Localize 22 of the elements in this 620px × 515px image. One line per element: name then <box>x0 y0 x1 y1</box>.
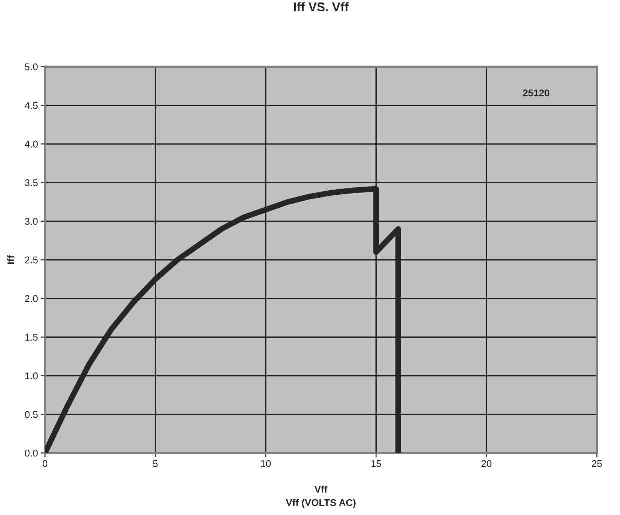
y-tick-label: 3.5 <box>25 180 38 186</box>
y-tick-label: 0.5 <box>25 411 38 418</box>
y-axis-title: Iff <box>7 255 14 264</box>
y-tick-label: 3.0 <box>25 218 38 226</box>
x-tick-label: 10 <box>261 460 272 468</box>
y-tick-label: 1.0 <box>26 372 38 380</box>
annotation: 25120 <box>523 90 550 97</box>
y-tick-label: 0.0 <box>25 450 38 457</box>
x-axis-title: Vff <box>314 486 328 493</box>
x-tick-label: 15 <box>372 460 382 468</box>
chart-title: Iff VS. Vff <box>294 2 349 12</box>
text: Vff (VOLTS AC) <box>286 499 356 508</box>
y-tick-label: 2.5 <box>25 256 38 264</box>
x-tick-label: 0 <box>42 460 48 468</box>
y-tick-label: 4.5 <box>25 102 38 110</box>
x-tick-label: 25 <box>592 460 602 468</box>
y-tick-label: 2.0 <box>25 295 38 302</box>
y-tick-label: 1.5 <box>26 334 38 341</box>
y-tick-label: 5.0 <box>25 64 38 71</box>
x-tick-label: 20 <box>482 460 492 468</box>
x-tick-label: 5 <box>153 460 158 468</box>
y-tick-label: 4.0 <box>25 140 38 148</box>
